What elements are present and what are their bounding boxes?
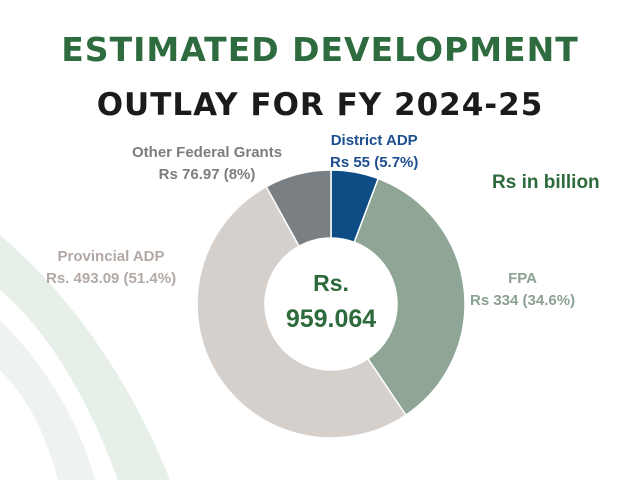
slice-name-other-federal-grants: Other Federal Grants bbox=[132, 144, 283, 161]
label-district-adp: District ADP Rs 55 (5.7%) bbox=[330, 130, 418, 174]
chart-title-line1: ESTIMATED DEVELOPMENT bbox=[61, 30, 579, 69]
label-other-federal-grants: Other Federal Grants Rs 76.97 (8%) bbox=[132, 142, 282, 186]
slice-fpa bbox=[353, 177, 466, 417]
slice-name-district-adp: District ADP bbox=[330, 132, 418, 149]
decorative-arc-outer bbox=[0, 235, 170, 480]
label-fpa: FPA Rs 334 (34.6%) bbox=[470, 268, 575, 312]
slice-provincial-adp bbox=[196, 185, 407, 439]
slice-value-provincial-adp: Rs. 493.09 (51.4%) bbox=[46, 270, 177, 287]
slice-value-other-federal-grants: Rs 76.97 (8%) bbox=[158, 166, 256, 183]
slice-value-district-adp: Rs 55 (5.7%) bbox=[330, 154, 419, 171]
unit-label: Rs in billion bbox=[492, 172, 600, 193]
label-provincial-adp: Provincial ADP Rs. 493.09 (51.4%) bbox=[46, 246, 176, 290]
slice-name-fpa: FPA bbox=[508, 270, 537, 287]
slice-other-federal-grants bbox=[265, 169, 332, 248]
center-total-value: 959.064 bbox=[286, 305, 376, 333]
chart-title-line2: OUTLAY FOR FY 2024-25 bbox=[96, 87, 544, 123]
decorative-arc-inner bbox=[0, 320, 95, 480]
center-label-prefix: Rs. bbox=[313, 270, 349, 296]
slice-value-fpa: Rs 334 (34.6%) bbox=[470, 292, 576, 309]
slice-name-provincial-adp: Provincial ADP bbox=[57, 248, 165, 265]
